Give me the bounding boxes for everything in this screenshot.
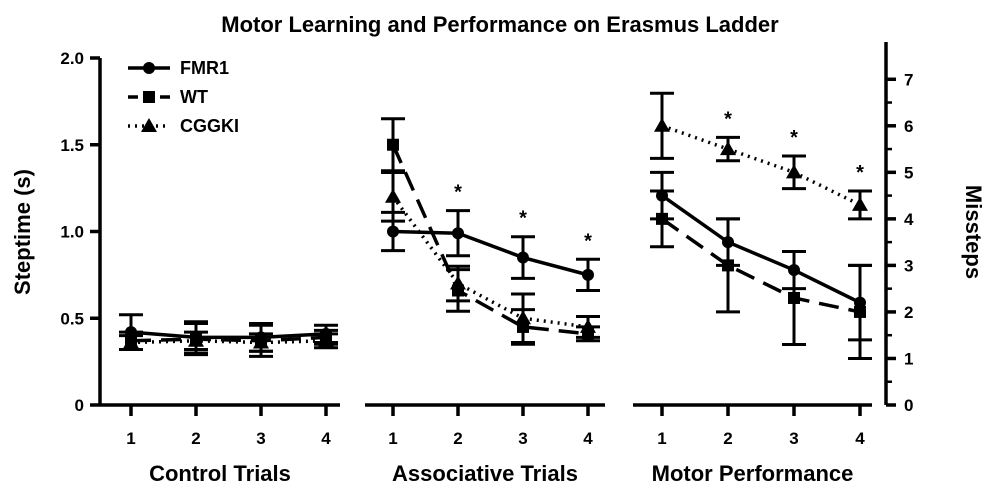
x-tick-label-panel-3-2: 2 [723,429,732,448]
chart-title: Motor Learning and Performance on Erasmu… [221,12,779,37]
y-tick-label-left-1.5: 1.5 [60,136,84,155]
data-point-wt-panel-3-3 [788,291,800,304]
data-point-wt-panel-3-1 [656,212,668,225]
significance-marker: * [454,182,462,204]
legend-label-wt: WT [180,87,208,107]
x-tick-label-panel-2-2: 2 [453,429,462,448]
significance-marker: * [584,230,592,252]
data-point-cggki-panel-1-2 [188,332,204,347]
legend-label-cggki: CGGKI [180,116,239,136]
x-tick-label-panel-1-4: 4 [321,429,331,448]
data-point-wt-panel-3-2 [722,259,734,272]
x-tick-label-panel-1-3: 3 [256,429,265,448]
series-line-fmr1-panel-1 [130,330,327,340]
series-line-cggki-panel-1 [130,339,327,345]
y-tick-label-right-3: 3 [904,256,913,275]
plot-layer: 0 0.5 1.0 1.5 2.0 0 1 2 3 4 5 6 7 1 2 3 4 Control Trials 1… [60,42,914,486]
x-tick-label-panel-3-4: 4 [855,429,865,448]
data-point-cggki-panel-3-1 [654,117,670,132]
significance-marker: * [519,208,527,230]
data-point-cggki-panel-1-4 [318,332,334,347]
panel-label-2: Associative Trials [392,461,578,486]
data-point-fmr1-panel-2-1 [387,225,399,238]
y-axis-title-right: Missteps [961,185,986,279]
y-tick-label-right-7: 7 [904,70,913,89]
x-tick-label-panel-1-2: 2 [191,429,200,448]
y-tick-label-right-4: 4 [904,210,914,229]
significance-marker: * [856,162,864,184]
series-line-cggki-panel-3 [661,124,861,207]
legend-marker-wt [143,91,155,103]
series-line-fmr1-panel-2 [392,229,589,277]
y-tick-label-right-5: 5 [904,163,913,182]
panel-label-3: Motor Performance [652,461,854,486]
y-tick-label-right-2: 2 [904,303,913,322]
y-tick-label-right-6: 6 [904,117,913,136]
data-point-fmr1-panel-2-2 [452,227,464,240]
significance-marker: * [724,108,732,130]
data-point-cggki-panel-1-1 [123,334,139,349]
x-tick-label-panel-2-3: 3 [518,429,527,448]
y-axis-title-left: Steptime (s) [10,169,35,295]
legend-marker-cggki [141,118,157,132]
legend-marker-fmr1 [143,62,155,74]
data-point-cggki-panel-3-4 [852,196,868,211]
x-tick-label-panel-2-4: 4 [583,429,593,448]
data-point-fmr1-panel-2-3 [517,251,529,264]
data-point-cggki-panel-2-4 [580,318,596,333]
x-tick-label-panel-3-3: 3 [789,429,798,448]
data-point-cggki-panel-3-2 [720,141,736,156]
data-point-wt-panel-3-4 [854,305,866,318]
data-point-cggki-panel-3-3 [786,164,802,179]
x-tick-label-panel-2-1: 1 [388,429,397,448]
y-tick-label-right-0: 0 [904,396,913,415]
data-point-wt-panel-2-1 [387,138,399,151]
y-tick-label-left-0: 0 [75,396,84,415]
data-point-fmr1-panel-2-4 [582,268,594,281]
x-tick-label-panel-1-1: 1 [126,429,135,448]
data-point-cggki-panel-2-1 [385,188,401,203]
y-tick-label-right-1: 1 [904,349,913,368]
x-tick-label-panel-3-1: 1 [657,429,666,448]
data-point-cggki-panel-2-2 [450,275,466,290]
significance-marker: * [790,127,798,149]
series-line-wt-panel-1 [130,335,327,343]
series-line-fmr1-panel-3 [660,194,861,305]
legend-label-fmr1: FMR1 [180,58,229,78]
series-line-wt-panel-2 [391,144,589,336]
data-point-cggki-panel-2-3 [515,310,531,325]
data-point-cggki-panel-1-3 [253,334,269,349]
y-tick-label-left-1.0: 1.0 [60,223,84,242]
y-tick-label-left-2.0: 2.0 [60,49,84,68]
panel-label-1: Control Trials [149,461,291,486]
y-tick-label-left-0.5: 0.5 [60,309,84,328]
series-line-wt-panel-3 [660,217,861,314]
